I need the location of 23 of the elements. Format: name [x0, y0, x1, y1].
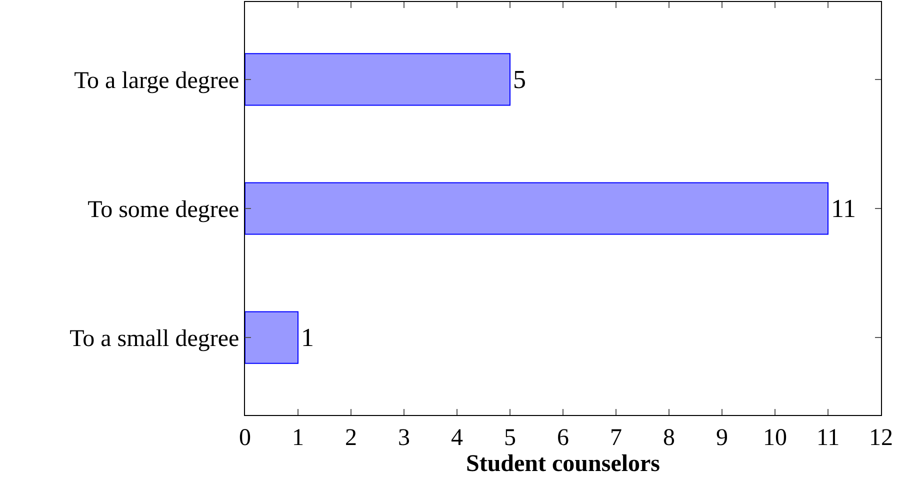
x-tick-label: 7	[610, 424, 622, 451]
x-tick-label: 1	[292, 424, 304, 451]
x-tick-label: 3	[398, 424, 410, 451]
x-tick-label: 2	[345, 424, 357, 451]
x-tick-label: 0	[239, 424, 251, 451]
bar	[245, 182, 828, 235]
x-tick-label: 4	[451, 424, 463, 451]
y-tick-label: To some degree	[88, 196, 240, 223]
x-tick-label: 5	[504, 424, 516, 451]
bar	[245, 53, 510, 106]
x-tick-label: 8	[663, 424, 675, 451]
x-tick-label: 10	[763, 424, 787, 451]
y-tick-label: To a large degree	[74, 68, 240, 94]
x-tick-label: 11	[816, 424, 840, 451]
x-tick-label: 9	[716, 424, 728, 451]
data-label: 5	[513, 64, 526, 94]
x-tick-label: 12	[869, 424, 893, 451]
y-tick-label: To a small degree	[70, 326, 240, 352]
data-label: 1	[301, 323, 314, 352]
x-axis-title: Student counselors	[466, 451, 660, 478]
data-label: 11	[831, 194, 856, 223]
bar	[245, 311, 298, 364]
x-tick-label: 6	[557, 424, 569, 451]
